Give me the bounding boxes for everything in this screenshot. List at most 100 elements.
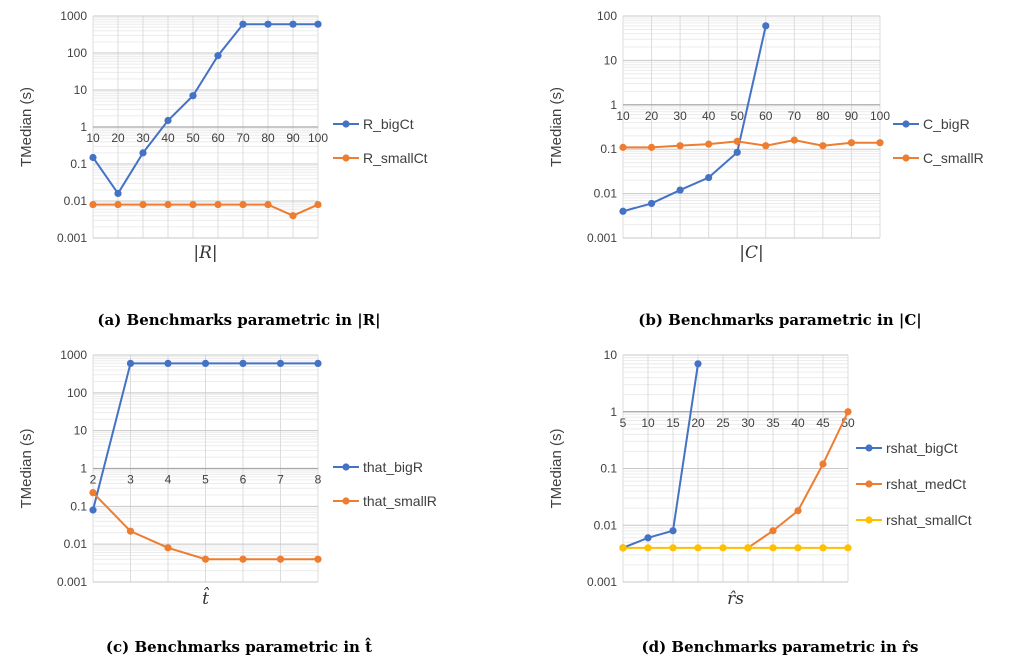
x-tick-label: 70 — [788, 109, 802, 123]
y-tick-label: 0.1 — [600, 142, 617, 156]
data-point-C_smallR — [790, 136, 798, 144]
series-line-C_smallR — [623, 139, 880, 149]
figure-caption: (b) Benchmarks parametric in |C| — [638, 311, 921, 329]
data-point-that_bigR — [314, 359, 322, 367]
data-point-that_bigR — [126, 359, 135, 367]
data-point-C_smallR — [647, 143, 656, 151]
x-tick-label: 100 — [870, 109, 890, 123]
data-point-that_bigR — [239, 359, 247, 367]
y-tick-label: 1000 — [60, 9, 87, 23]
y-tick-label: 0.001 — [587, 575, 617, 589]
x-tick-label: 20 — [691, 416, 705, 430]
legend-label: C_smallR — [923, 150, 984, 166]
data-point-rshat_smallCt — [669, 544, 677, 552]
data-point-rshat_smallCt — [819, 544, 827, 552]
x-tick-label: 20 — [645, 109, 659, 123]
data-point-R_smallCt — [189, 200, 197, 209]
x-tick-label: 50 — [731, 109, 745, 123]
x-tick-label: 100 — [308, 131, 328, 145]
x-tick-label: 5 — [202, 473, 209, 487]
data-point-that_smallR — [89, 489, 97, 497]
data-point-R_bigCt — [89, 153, 97, 162]
legend-marker — [342, 120, 350, 128]
x-tick-label: 40 — [702, 109, 716, 123]
series-line-rshat_bigCt — [622, 363, 699, 549]
x-tick-label: 6 — [240, 473, 247, 487]
data-point-C_bigR — [762, 22, 770, 30]
y-tick-label: 100 — [67, 46, 87, 60]
x-tick-label: 10 — [641, 416, 655, 430]
x-tick-label: 90 — [286, 131, 300, 145]
data-point-C_smallR — [762, 142, 770, 150]
data-point-R_bigCt — [264, 20, 272, 28]
legend-marker — [865, 480, 873, 488]
x-tick-label: 60 — [759, 109, 773, 123]
x-axis-label: t̂ — [202, 587, 209, 609]
data-point-R_smallCt — [289, 212, 297, 220]
x-tick-label: 40 — [791, 416, 805, 430]
x-axis-label: |C| — [739, 243, 763, 263]
data-point-rshat_smallCt — [694, 544, 702, 552]
x-tick-label: 15 — [666, 416, 680, 430]
data-point-R_bigCt — [289, 20, 297, 28]
data-point-that_smallR — [126, 527, 135, 535]
data-point-that_smallR — [239, 555, 247, 563]
legend-label: rshat_medCt — [886, 476, 966, 492]
x-tick-label: 25 — [716, 416, 730, 430]
y-tick-label: 1 — [610, 98, 617, 112]
x-tick-label: 4 — [165, 473, 172, 487]
data-point-that_smallR — [201, 555, 210, 563]
data-point-R_smallCt — [214, 200, 222, 209]
data-point-R_smallCt — [114, 200, 122, 209]
data-point-R_smallCt — [164, 200, 172, 209]
data-point-rshat_bigCt — [669, 527, 677, 535]
y-tick-label: 10 — [604, 348, 618, 362]
x-tick-label: 40 — [161, 131, 175, 145]
data-point-R_bigCt — [239, 20, 247, 28]
data-point-C_bigR — [647, 199, 656, 208]
legend-marker — [342, 154, 350, 162]
x-tick-label: 35 — [766, 416, 780, 430]
data-point-rshat_smallCt — [744, 544, 752, 552]
legend-label: that_bigR — [363, 459, 423, 475]
data-point-C_smallR — [619, 143, 627, 151]
data-point-R_bigCt — [214, 52, 222, 60]
x-tick-label: 30 — [741, 416, 755, 430]
legend-marker — [342, 463, 350, 471]
x-tick-label: 90 — [845, 109, 859, 123]
x-tick-label: 50 — [186, 131, 200, 145]
data-point-C_smallR — [705, 140, 713, 148]
data-point-R_bigCt — [139, 149, 147, 157]
data-point-R_bigCt — [114, 189, 122, 198]
series-line-C_bigR — [622, 25, 767, 213]
figure-caption: (c) Benchmarks parametric in t̂ — [106, 637, 372, 656]
data-point-R_bigCt — [164, 116, 172, 125]
data-point-that_smallR — [276, 555, 285, 563]
data-point-C_smallR — [676, 142, 684, 150]
legend-label: that_smallR — [363, 493, 437, 509]
data-point-that_bigR — [276, 359, 285, 367]
data-point-C_bigR — [619, 207, 627, 215]
x-tick-label: 45 — [816, 416, 830, 430]
data-point-C_smallR — [847, 139, 856, 147]
data-point-that_bigR — [201, 359, 210, 367]
data-point-rshat_bigCt — [694, 360, 702, 368]
x-tick-label: 8 — [315, 473, 322, 487]
data-point-rshat_medCt — [794, 507, 802, 515]
data-point-R_smallCt — [239, 200, 247, 209]
x-tick-label: 80 — [261, 131, 275, 145]
legend-label: rshat_bigCt — [886, 440, 958, 456]
data-point-that_smallR — [164, 544, 172, 552]
series-line-R_smallCt — [93, 203, 319, 217]
y-axis-label: TMedian (s) — [18, 87, 35, 167]
y-tick-label: 1 — [610, 405, 617, 419]
x-tick-label: 80 — [816, 109, 830, 123]
data-point-rshat_smallCt — [769, 544, 777, 552]
y-tick-label: 100 — [597, 9, 617, 23]
x-axis-label: |R| — [193, 243, 217, 263]
data-point-R_bigCt — [189, 92, 197, 100]
data-point-R_smallCt — [139, 200, 147, 209]
y-tick-label: 0.001 — [57, 231, 87, 245]
